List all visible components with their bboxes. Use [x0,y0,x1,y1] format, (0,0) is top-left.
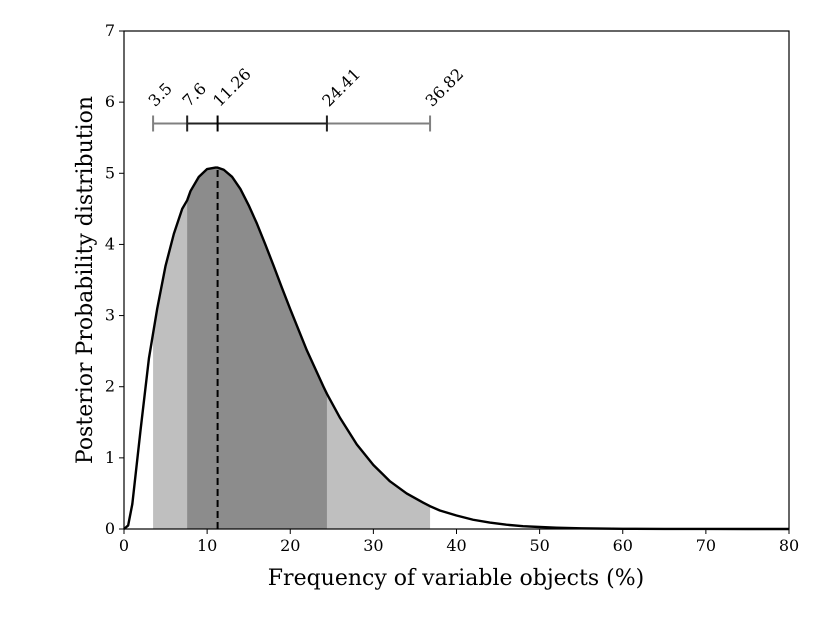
x-tick-label: 50 [529,536,549,555]
x-tick-label: 30 [363,536,383,555]
credible-interval-fills [153,167,431,529]
y-tick-label: 4 [105,234,115,253]
x-tick-label: 80 [779,536,799,555]
y-tick-label: 5 [105,163,115,182]
y-tick-label: 2 [105,377,115,396]
interval-marker-label: 36.82 [421,64,467,110]
x-axis-ticks: 0 10 20 30 40 50 60 70 80 [119,529,799,555]
x-tick-label: 20 [280,536,300,555]
interval-marker-label: 24.41 [318,64,364,110]
posterior-curve [123,166,790,531]
interval-marker-label: 11.26 [209,64,255,110]
x-tick-label: 60 [613,536,633,555]
interval-marker-label: 7.6 [179,79,210,110]
marker-labels: 3.5 7.611.26 24.41 36.82 [144,64,467,110]
x-axis-title: Frequency of variable objects (%) [268,566,644,591]
y-axis-ticks: 0 1 2 3 4 5 6 7 [105,21,124,538]
curve-layer [123,166,790,531]
y-tick-label: 7 [105,21,115,40]
y-axis-title: Posterior Probability distribution [73,96,98,464]
x-tick-label: 10 [197,536,217,555]
interval-bars [152,115,432,132]
x-tick-label: 0 [119,536,129,555]
interval-marker-label: 3.5 [144,79,175,110]
x-tick-label: 70 [696,536,716,555]
y-tick-label: 1 [105,448,115,467]
inner-interval-fill [187,167,327,529]
y-tick-label: 6 [105,92,115,111]
x-tick-label: 40 [446,536,466,555]
y-tick-label: 0 [105,519,115,538]
y-tick-label: 3 [105,306,115,325]
